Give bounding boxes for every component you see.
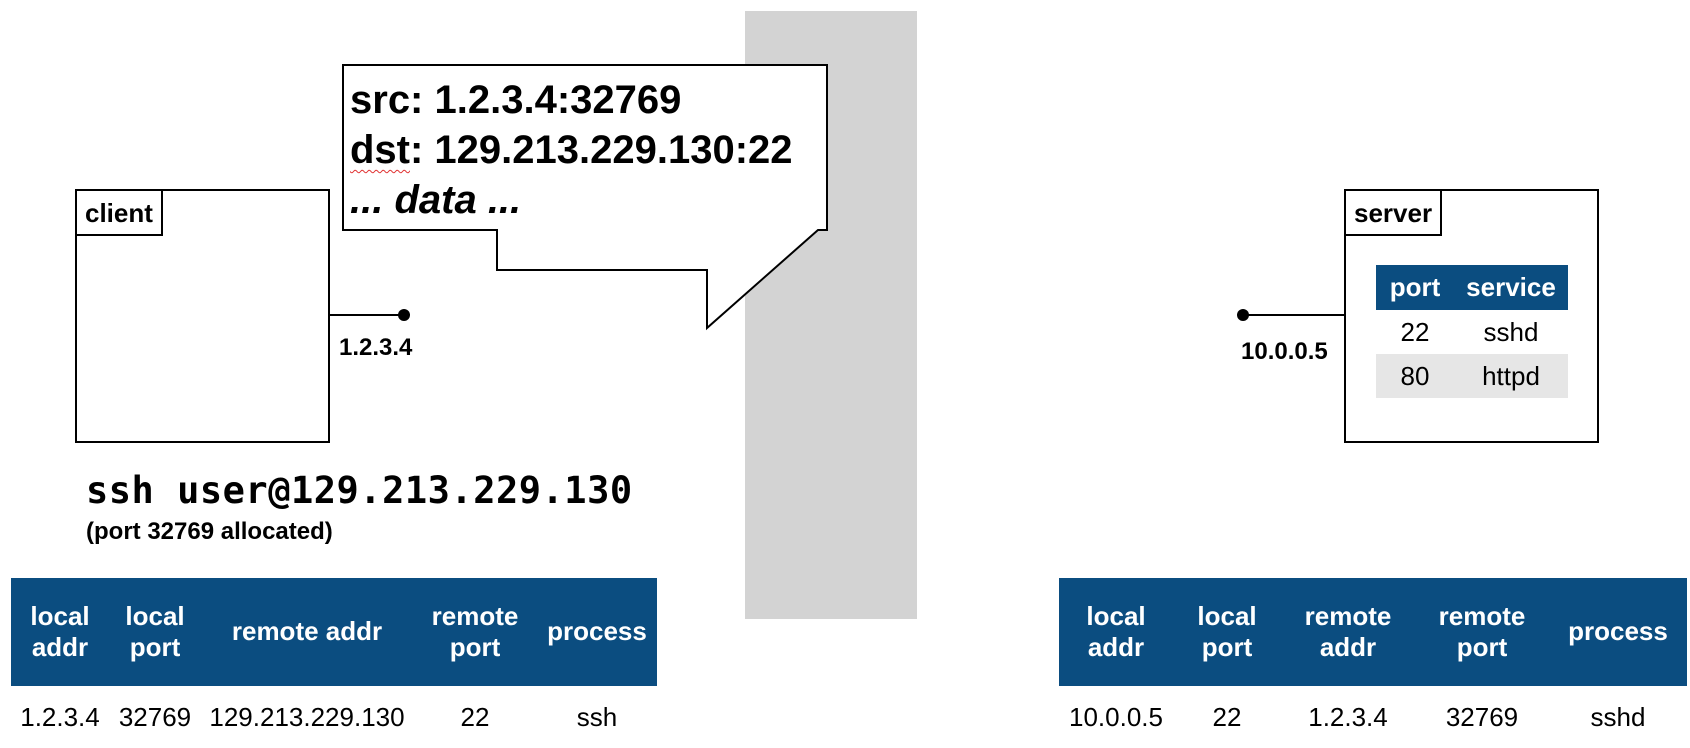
packet-src: src: 1.2.3.4:32769 <box>350 78 682 122</box>
services-header-port: port <box>1376 265 1454 310</box>
client-local-addr: 1.2.3.4 <box>20 701 100 732</box>
client-remote-port: 22 <box>460 701 490 732</box>
server-header-local-addr: local addr <box>1059 578 1173 686</box>
server-header-remote-port: remote port <box>1415 578 1549 686</box>
table-row: 10.0.0.5 22 1.2.3.4 32769 sshd <box>1059 686 1687 748</box>
client-header-local-port: local port <box>109 578 201 686</box>
packet-callout <box>342 64 828 331</box>
server-header-remote-addr: remote addr <box>1281 578 1415 686</box>
server-local-port: 22 <box>1212 701 1242 732</box>
services-row: 22 sshd <box>1376 310 1568 354</box>
client-local-port: 32769 <box>118 701 192 732</box>
port-allocated-note: (port 32769 allocated) <box>86 518 333 545</box>
client-header-remote-port: remote port <box>413 578 537 686</box>
ssh-command: ssh user@129.213.229.130 <box>86 469 633 512</box>
client-header-local-addr: local addr <box>11 578 109 686</box>
server-local-addr: 10.0.0.5 <box>1069 701 1163 732</box>
server-ip: 10.0.0.5 <box>1241 338 1328 365</box>
server-label: server <box>1346 191 1443 236</box>
services-header-service: service <box>1454 265 1568 310</box>
client-interface-dot <box>398 309 410 321</box>
client-host-box: client <box>75 189 330 443</box>
services-row: 80 httpd <box>1376 354 1568 398</box>
client-header-remote-addr: remote addr <box>201 578 413 686</box>
server-process: sshd <box>1590 701 1646 732</box>
client-ip: 1.2.3.4 <box>339 334 413 361</box>
table-row: 1.2.3.4 32769 129.213.229.130 22 ssh <box>11 686 657 748</box>
server-services-table: port service 22 sshd 80 httpd <box>1376 265 1568 398</box>
client-connection-table: local addr local port remote addr remote po… <box>11 578 657 748</box>
packet-dst: dst: 129.213.229.130:22 <box>350 128 793 172</box>
server-connection-table: local addr local port remote addr remote por… <box>1059 578 1687 748</box>
server-remote-port: 32769 <box>1445 701 1519 732</box>
server-header-local-port: local port <box>1173 578 1281 686</box>
server-header-process: process <box>1549 578 1687 686</box>
client-remote-addr: 129.213.229.130 <box>209 701 405 732</box>
server-host-box: server <box>1344 189 1599 443</box>
server-interface-dot <box>1237 309 1249 321</box>
services-service-cell: httpd <box>1454 354 1568 398</box>
services-service-cell: sshd <box>1483 316 1539 347</box>
client-header-process: process <box>537 578 657 686</box>
client-label: client <box>77 191 163 236</box>
packet-data: ... data ... <box>350 178 522 222</box>
server-remote-addr: 1.2.3.4 <box>1308 701 1388 732</box>
services-port-cell: 22 <box>1400 316 1430 347</box>
client-process: ssh <box>576 701 618 732</box>
services-port-cell: 80 <box>1376 354 1454 398</box>
